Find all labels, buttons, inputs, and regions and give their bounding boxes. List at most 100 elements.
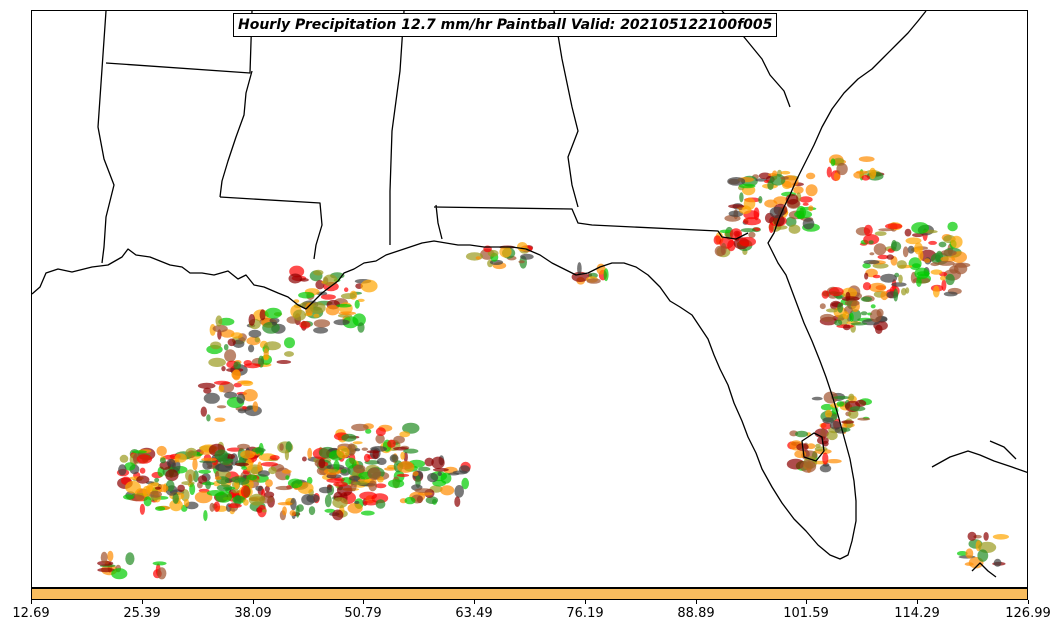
- precip-blob: [396, 473, 410, 477]
- precip-blob: [837, 302, 844, 313]
- precip-blob: [914, 242, 923, 255]
- precip-blob: [905, 237, 922, 245]
- precip-blob: [911, 263, 921, 269]
- precip-blob: [452, 470, 468, 475]
- precip-blob: [111, 568, 128, 580]
- precip-blob: [183, 498, 190, 507]
- precip-blob: [855, 399, 867, 407]
- precip-blob: [767, 180, 774, 191]
- precip-blob: [820, 313, 835, 322]
- map-panel: [31, 10, 1028, 588]
- precip-blob: [227, 338, 236, 347]
- precip-blob: [431, 456, 445, 469]
- precip-blob: [260, 462, 278, 467]
- precip-blob: [360, 510, 375, 516]
- precip-blob: [799, 196, 813, 203]
- precip-blob: [299, 321, 311, 329]
- precip-blob: [375, 499, 386, 509]
- precip-blob: [180, 489, 190, 502]
- precip-blob: [849, 312, 854, 322]
- precip-blob: [236, 393, 246, 404]
- colorbar-tick-label: 88.89: [677, 606, 715, 621]
- precip-blob: [924, 258, 931, 263]
- precip-blob: [795, 430, 809, 438]
- precip-blob: [902, 246, 909, 258]
- precip-blob: [363, 499, 379, 506]
- precip-blob: [309, 302, 326, 314]
- precip-blob: [822, 452, 829, 465]
- precip-blob: [950, 235, 963, 249]
- colorbar-tick-label: 50.79: [344, 606, 382, 621]
- precip-blob: [284, 337, 295, 349]
- precip-blob: [165, 469, 179, 482]
- precip-blob: [375, 427, 386, 436]
- precip-blob: [384, 467, 397, 471]
- precip-blob: [248, 314, 256, 326]
- map-canvas: [32, 11, 1027, 580]
- colorbar-tick-label: 76.19: [566, 606, 604, 621]
- precip-blob: [965, 548, 974, 559]
- precip-blob: [800, 460, 817, 473]
- precip-blob: [940, 249, 957, 257]
- precip-blob: [154, 477, 160, 483]
- precip-blob: [143, 496, 152, 507]
- precip-blob: [246, 474, 258, 481]
- precip-blob: [518, 260, 525, 264]
- precip-blob: [261, 509, 267, 513]
- precip-blob: [916, 277, 922, 287]
- precip-blob: [841, 420, 855, 424]
- precip-blob: [327, 468, 339, 473]
- colorbar-tick-mark: [142, 600, 143, 604]
- precip-blob: [849, 406, 866, 412]
- precip-blob: [216, 405, 227, 409]
- boundary-al-fl: [433, 204, 749, 240]
- precip-blob: [237, 408, 247, 414]
- precip-blob: [465, 252, 484, 261]
- precip-blob: [365, 428, 372, 434]
- precip-blob: [836, 401, 845, 407]
- precip-blob: [874, 231, 887, 237]
- precip-blob: [863, 259, 880, 265]
- precip-blob: [201, 457, 217, 462]
- precip-blob: [332, 509, 344, 521]
- precip-blob: [937, 260, 955, 266]
- boundary-ar-la: [105, 11, 253, 74]
- precip-blob: [983, 532, 989, 541]
- precip-blob: [233, 382, 242, 388]
- precip-blob: [243, 499, 249, 506]
- precip-blob: [289, 510, 296, 516]
- precip-blob: [257, 470, 270, 477]
- precip-blob: [758, 196, 763, 204]
- precip-blob: [399, 431, 411, 438]
- precip-blob: [221, 366, 226, 372]
- precip-blob: [520, 253, 534, 260]
- precip-blob: [136, 454, 153, 464]
- precip-blob: [156, 484, 169, 493]
- precip-blob: [499, 246, 512, 258]
- precip-blob: [263, 341, 281, 351]
- precip-blob: [344, 287, 349, 293]
- precip-blob: [354, 500, 360, 505]
- precip-blob: [282, 506, 287, 516]
- precip-blob: [242, 406, 247, 410]
- precip-blob: [869, 252, 875, 256]
- precip-blob: [156, 445, 167, 457]
- precip-blob: [947, 221, 958, 232]
- precip-blob: [147, 485, 154, 492]
- colorbar-tick-mark: [806, 600, 807, 604]
- precip-blob: [872, 274, 881, 279]
- precip-blob: [773, 196, 789, 205]
- precip-blob: [306, 476, 313, 485]
- precip-blob: [843, 324, 851, 331]
- precip-blob: [259, 309, 266, 321]
- precip-blob: [292, 309, 307, 321]
- precip-blob: [354, 299, 360, 309]
- precip-blob: [264, 485, 270, 493]
- precip-blob: [338, 311, 357, 316]
- precip-blob: [828, 287, 844, 297]
- precip-blob: [893, 288, 899, 302]
- precip-blob: [858, 156, 875, 163]
- precip-blob: [414, 488, 433, 493]
- precip-blob: [992, 534, 1010, 540]
- precip-blob: [313, 327, 329, 334]
